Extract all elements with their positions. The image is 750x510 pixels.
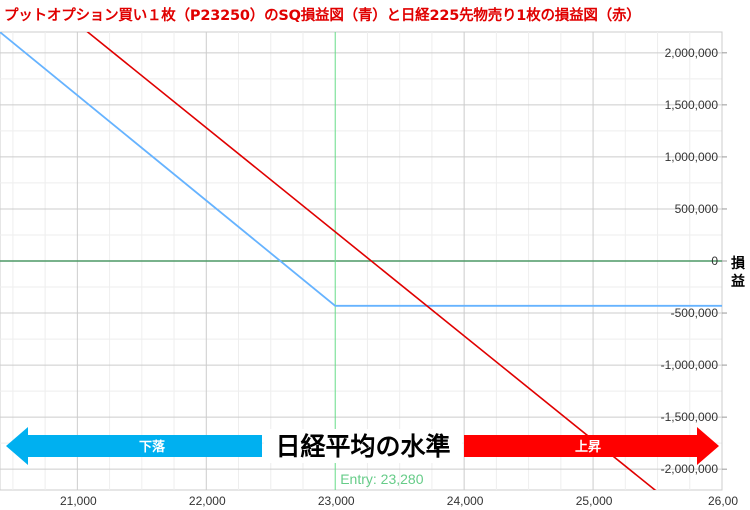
entry-marker: Entry: 23,280 bbox=[334, 32, 424, 490]
x-tick-label: 21,000 bbox=[60, 494, 97, 508]
direction-arrows: 下落 上昇 日経平均の水準 bbox=[6, 427, 719, 465]
entry-label: Entry: 23,280 bbox=[340, 471, 423, 487]
y-axis-label: 損益 bbox=[731, 255, 746, 290]
y-axis-title-char: 益 bbox=[731, 273, 745, 290]
y-tick-label: 1,000,000 bbox=[665, 150, 719, 164]
y-axis-title: 損益 bbox=[731, 255, 746, 290]
right-arrow-label: 上昇 bbox=[575, 440, 601, 455]
x-tick-label: 22,000 bbox=[189, 494, 226, 508]
y-tick-label: 500,000 bbox=[675, 202, 719, 216]
x-tick-label: 24,000 bbox=[447, 494, 484, 508]
left-arrow-label: 下落 bbox=[139, 439, 166, 455]
center-label: 日経平均の水準 bbox=[275, 432, 450, 461]
y-tick-label: -1,000,000 bbox=[661, 358, 719, 372]
left-arrow bbox=[6, 427, 262, 465]
chart-title: プットオプション買い１枚（P23250）のSQ損益図（青）と日経225先物売り1… bbox=[4, 8, 641, 24]
x-tick-label: 25,000 bbox=[576, 494, 613, 508]
grid bbox=[0, 31, 723, 491]
y-tick-label: 0 bbox=[711, 254, 718, 268]
y-axis-title-char: 損 bbox=[731, 255, 746, 272]
axis-labels: 2,000,000 1,500,000 1,000,000 500,000 0 -500,… bbox=[60, 46, 738, 508]
center-label-bg bbox=[264, 429, 462, 463]
series-layer bbox=[0, 32, 722, 490]
right-arrow bbox=[464, 427, 719, 465]
y-tick-label: -1,500,000 bbox=[661, 410, 719, 424]
y-tick-label: 1,500,000 bbox=[665, 98, 719, 112]
y-tick-label: -2,000,000 bbox=[661, 462, 719, 476]
x-tick-label: 26,00 bbox=[708, 494, 738, 508]
put-option-line bbox=[0, 32, 722, 307]
y-tick-label: -500,000 bbox=[671, 306, 719, 320]
y-tick-label: 2,000,000 bbox=[665, 46, 719, 60]
x-tick-label: 23,000 bbox=[318, 494, 355, 508]
futures-short-line bbox=[86, 32, 657, 490]
